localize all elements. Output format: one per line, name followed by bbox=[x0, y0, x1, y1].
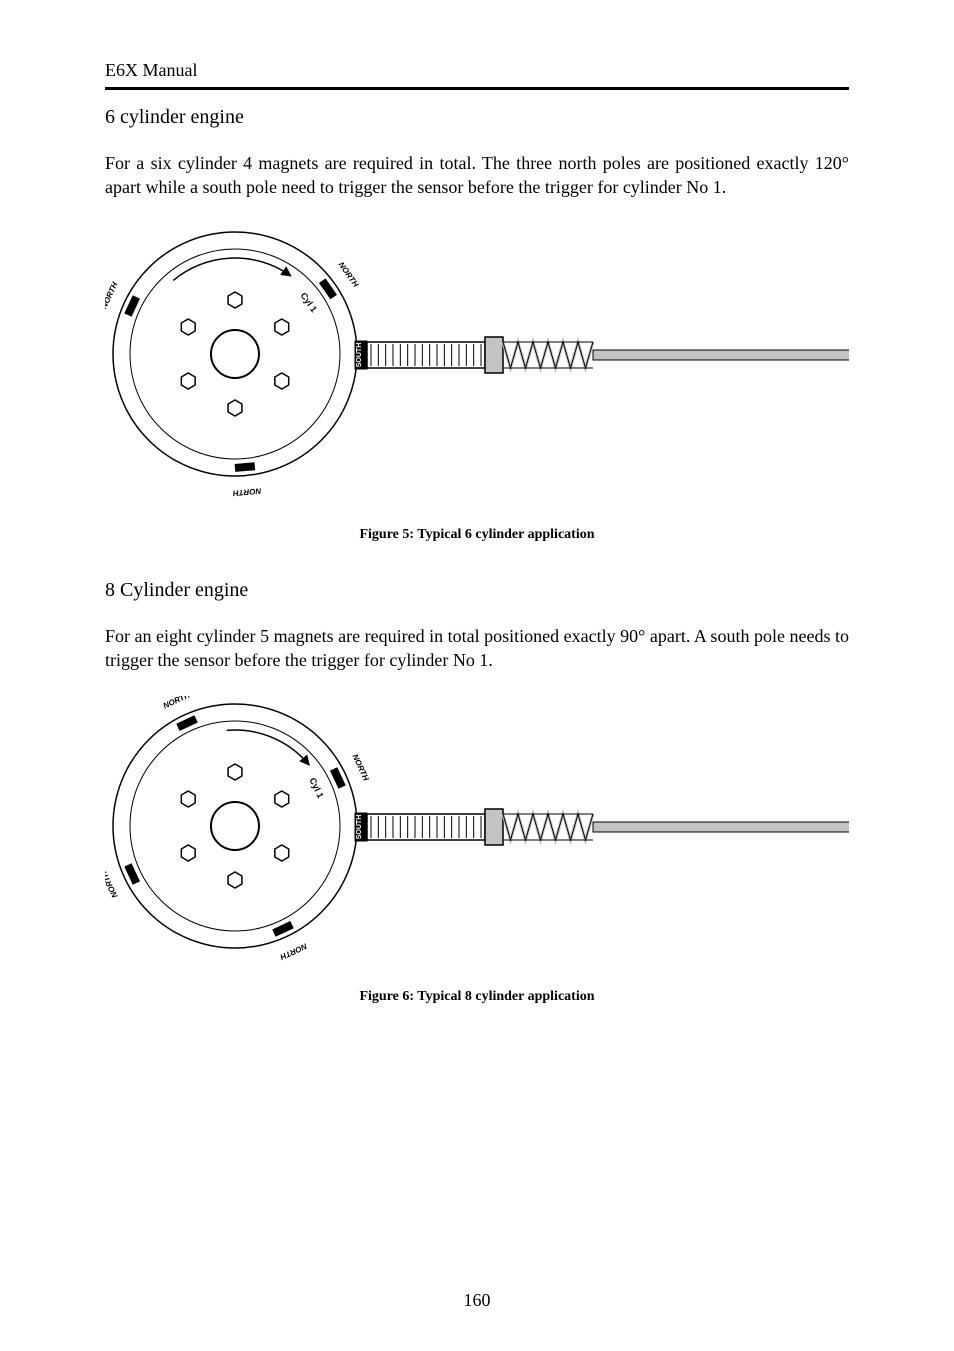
figure-5-svg: NORTHNORTHNORTHCyl 1SOUTH bbox=[105, 224, 849, 504]
figure-5: NORTHNORTHNORTHCyl 1SOUTH bbox=[105, 224, 849, 509]
section-6-heading: 6 cylinder engine bbox=[105, 106, 849, 129]
section-8-heading: 8 Cylinder engine bbox=[105, 579, 849, 602]
svg-text:NORTH: NORTH bbox=[105, 280, 120, 310]
page-number: 160 bbox=[0, 1290, 954, 1311]
svg-text:NORTH: NORTH bbox=[350, 753, 370, 783]
svg-text:NORTH: NORTH bbox=[337, 260, 361, 289]
figure-6: NORTHNORTHNORTHNORTHCyl 1SOUTH bbox=[105, 696, 849, 971]
svg-text:NORTH: NORTH bbox=[162, 696, 192, 711]
header-rule bbox=[105, 87, 849, 90]
svg-text:SOUTH: SOUTH bbox=[356, 342, 363, 367]
figure-5-caption: Figure 5: Typical 6 cylinder application bbox=[105, 527, 849, 543]
svg-text:SOUTH: SOUTH bbox=[356, 815, 363, 840]
section-6-para: For a six cylinder 4 magnets are require… bbox=[105, 151, 849, 200]
section-8-para: For an eight cylinder 5 magnets are requ… bbox=[105, 624, 849, 673]
svg-text:NORTH: NORTH bbox=[279, 942, 309, 962]
svg-text:NORTH: NORTH bbox=[232, 486, 261, 497]
figure-6-caption: Figure 6: Typical 8 cylinder application bbox=[105, 989, 849, 1005]
page-header-title: E6X Manual bbox=[105, 60, 849, 81]
svg-text:NORTH: NORTH bbox=[105, 870, 120, 900]
figure-6-svg: NORTHNORTHNORTHNORTHCyl 1SOUTH bbox=[105, 696, 849, 966]
